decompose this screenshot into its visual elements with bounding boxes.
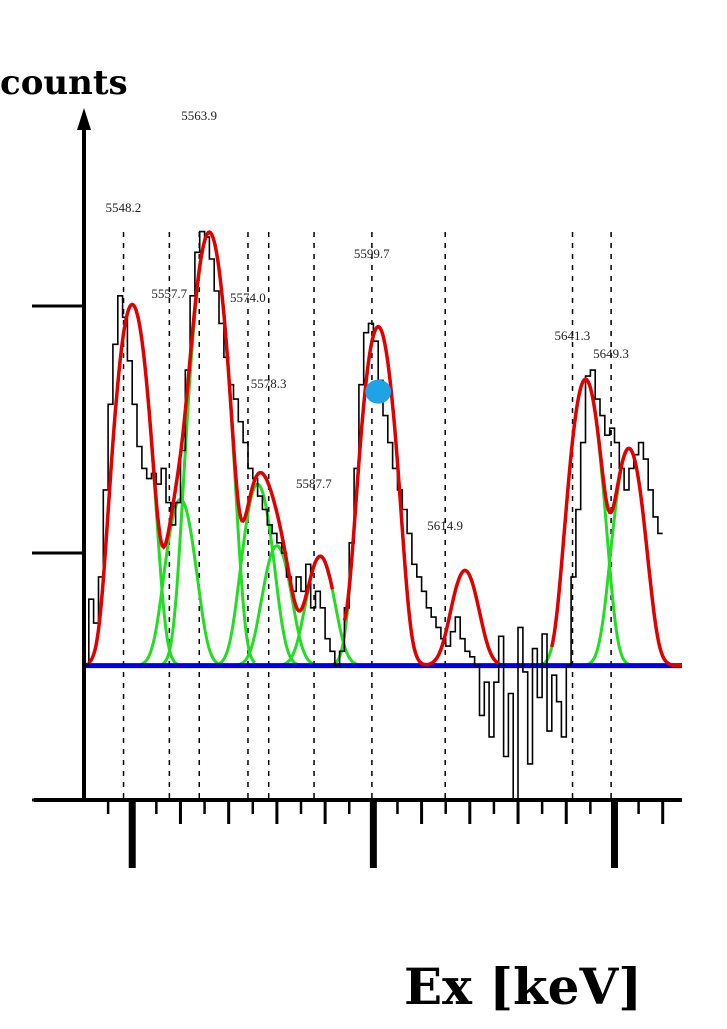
peak-energy-label: 5557.7: [151, 286, 187, 301]
peak-energy-label: 5587.7: [296, 476, 332, 491]
peak-energy-label: 5548.2: [106, 200, 142, 215]
total-fit: [87, 230, 682, 668]
marker-layer: [365, 379, 392, 404]
x-axis-title: Ex [keV]: [404, 957, 642, 1016]
tick-marks: [32, 304, 665, 868]
total-fit-line: [87, 230, 335, 665]
peak-energy-label: 5563.9: [181, 108, 217, 123]
y-axis-title: counts: [0, 63, 128, 103]
component-peak: [230, 544, 323, 667]
axes: [34, 108, 682, 802]
peak-energy-label: 5574.0: [230, 290, 266, 305]
total-fit-line: [550, 377, 682, 668]
total-fit-line: [342, 324, 500, 667]
peak-energy-label: 5578.3: [251, 376, 287, 391]
peak-energy-label: 5614.9: [427, 518, 463, 533]
marker-dot: [365, 379, 392, 404]
y-axis-arrow: [77, 108, 91, 130]
peak-reference-lines: [122, 232, 612, 800]
peak-energy-label: 5641.3: [555, 328, 591, 343]
peak-energy-label: 5599.7: [354, 246, 390, 261]
peak-energy-label: 5649.3: [593, 346, 629, 361]
peak-labels: 5548.2 5557.7 5563.9 5574.0 5578.3 5587.7 5599…: [106, 108, 629, 533]
